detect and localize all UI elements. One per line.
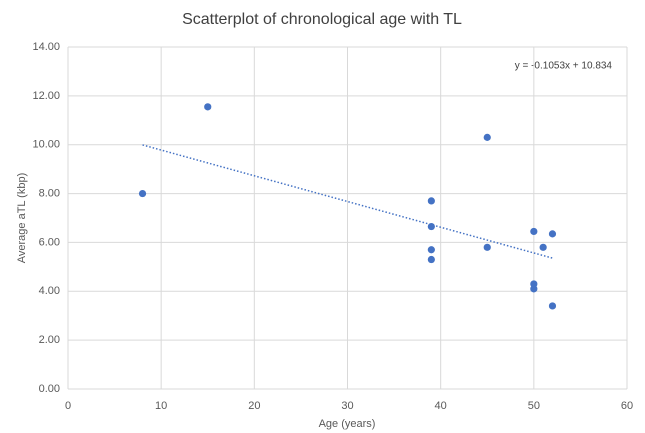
point [530, 285, 538, 293]
y-tick-label: 12.00 [32, 90, 60, 102]
x-tick-label: 40 [435, 400, 447, 412]
x-tick-label: 60 [621, 400, 633, 412]
x-tick-label: 20 [248, 400, 260, 412]
y-tick-label: 4.00 [39, 285, 60, 297]
x-tick-label: 0 [65, 400, 71, 412]
point [548, 302, 557, 310]
y-tick-label: 2.00 [39, 334, 60, 346]
y-tick-label: 8.00 [39, 187, 60, 199]
point [427, 255, 435, 264]
y-tick-label: 6.00 [39, 236, 60, 248]
x-axis-label: Age (years) [319, 418, 376, 430]
point [138, 189, 147, 198]
point [548, 230, 557, 238]
y-axis-label: Average aTL (kbp) [16, 173, 28, 264]
x-tick-label: 50 [528, 400, 540, 412]
y-tick-label: 14.00 [32, 41, 60, 53]
y-tick-label: 0.00 [39, 383, 60, 395]
point [204, 103, 212, 111]
x-tick-label: 10 [155, 400, 167, 412]
point [483, 133, 491, 141]
trendline-equation: y = -0.1053x + 10.834 [515, 61, 613, 72]
y-tick-label: 10.00 [32, 139, 60, 151]
point [530, 227, 538, 236]
trendline [142, 144, 553, 259]
point [483, 243, 491, 251]
x-tick-label: 30 [341, 400, 353, 412]
point [539, 243, 547, 251]
point [427, 222, 435, 231]
point [427, 197, 435, 205]
point [427, 246, 435, 254]
chart-title: Scatterplot of chronological age with TL [182, 11, 462, 28]
